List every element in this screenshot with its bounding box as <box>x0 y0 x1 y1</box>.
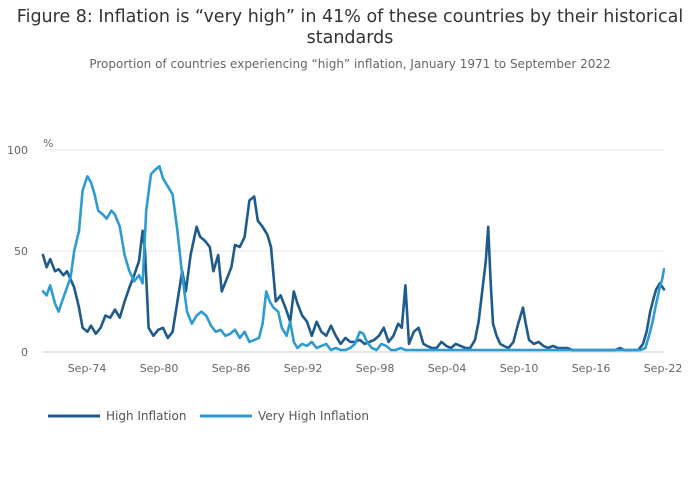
y-tick-label: 50 <box>14 245 28 258</box>
y-tick-label: 100 <box>7 144 28 157</box>
legend-label-very-high-inflation: Very High Inflation <box>258 409 369 423</box>
chart-subtitle: Proportion of countries experiencing “hi… <box>89 57 611 71</box>
y-axis-ticks: 0 50 100 <box>7 144 28 359</box>
y-tick-label: 0 <box>21 346 28 359</box>
series-lines <box>41 164 666 352</box>
series-line-high-inflation <box>41 195 666 352</box>
y-axis-label: % <box>43 137 53 150</box>
x-tick-label: Sep-98 <box>356 362 395 375</box>
x-tick-label: Sep-86 <box>212 362 251 375</box>
chart-title: Figure 8: Inflation is “very high” in 41… <box>16 7 684 48</box>
legend-label-high-inflation: High Inflation <box>106 409 186 423</box>
x-tick-label: Sep-80 <box>140 362 179 375</box>
gridlines <box>43 149 664 353</box>
x-tick-label: Sep-92 <box>284 362 323 375</box>
x-tick-label: Sep-04 <box>428 362 467 375</box>
x-tick-label: Sep-22 <box>644 362 683 375</box>
series-line-very-high-inflation <box>41 164 666 352</box>
legend: High Inflation Very High Inflation <box>48 409 369 423</box>
x-axis-ticks: Sep-74 Sep-80 Sep-86 Sep-92 Sep-98 Sep-04 Sep-… <box>68 362 683 375</box>
x-tick-label: Sep-16 <box>572 362 611 375</box>
x-tick-label: Sep-10 <box>500 362 539 375</box>
x-tick-label: Sep-74 <box>68 362 107 375</box>
